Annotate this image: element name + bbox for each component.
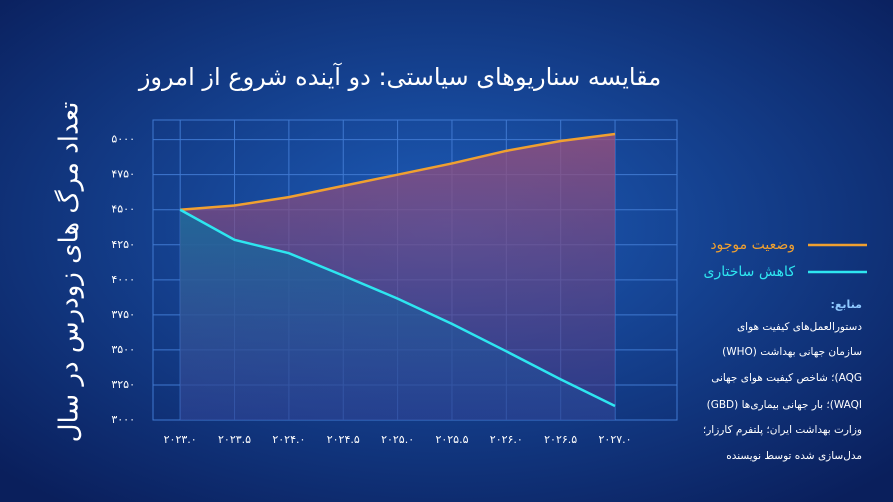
- x-tick-label: ۲۰۲۴.۵: [327, 433, 360, 446]
- y-tick-label: ۴۷۵۰: [111, 168, 135, 181]
- source-line: WAQI)؛ بار جهانی بیماری‌ها (GBD): [707, 399, 862, 411]
- y-tick-label: ۳۲۵۰: [111, 378, 135, 391]
- line: [180, 132, 616, 211]
- line: [179, 208, 616, 408]
- x-tick-label: ۲۰۲۵.۰: [381, 433, 414, 446]
- chart-title: مقایسه سناریوهای سیاستی: دو آینده شروع ا…: [138, 62, 661, 91]
- source-line: AQG)؛ شاخص کیفیت هوای جهانی: [711, 372, 862, 384]
- area: [180, 209, 616, 420]
- x-tick-label: ۲۰۲۳.۰: [164, 433, 197, 446]
- legend-label: وضعیت موجود: [710, 237, 795, 253]
- source-line: دستورالعمل‌های کیفیت هوای: [737, 321, 862, 333]
- y-tick-label: ۴۲۵۰: [111, 238, 135, 251]
- x-tick-label: ۲۰۲۶.۰: [490, 433, 523, 446]
- y-tick-label: ۴۵۰۰: [111, 203, 135, 216]
- source-line: وزارت بهداشت ایران؛ پلتفرم کارزار؛: [703, 424, 862, 436]
- sources-title: منابع:: [831, 298, 862, 311]
- y-axis-title: تعداد مرگ های زودرس در سال: [54, 102, 85, 443]
- y-tick-label: ۳۵۰۰: [111, 343, 135, 356]
- x-tick-label: ۲۰۲۳.۵: [218, 433, 251, 446]
- x-tick-label: ۲۰۲۶.۵: [544, 433, 577, 446]
- x-tick-label: ۲۰۲۷.۰: [599, 433, 632, 446]
- legend-label: کاهش ساختاری: [704, 264, 796, 280]
- source-line: سازمان جهانی بهداشت (WHO): [722, 346, 862, 358]
- y-tick-label: ۳۰۰۰: [111, 413, 135, 426]
- x-tick-label: ۲۰۲۵.۵: [435, 433, 468, 446]
- x-tick-label: ۲۰۲۴.۰: [272, 433, 305, 446]
- y-tick-label: ۵۰۰۰: [111, 133, 135, 146]
- source-line: مدل‌سازی شده توسط نویسنده: [726, 450, 862, 462]
- y-tick-label: ۴۰۰۰: [111, 273, 135, 286]
- y-tick-label: ۳۷۵۰: [111, 308, 135, 321]
